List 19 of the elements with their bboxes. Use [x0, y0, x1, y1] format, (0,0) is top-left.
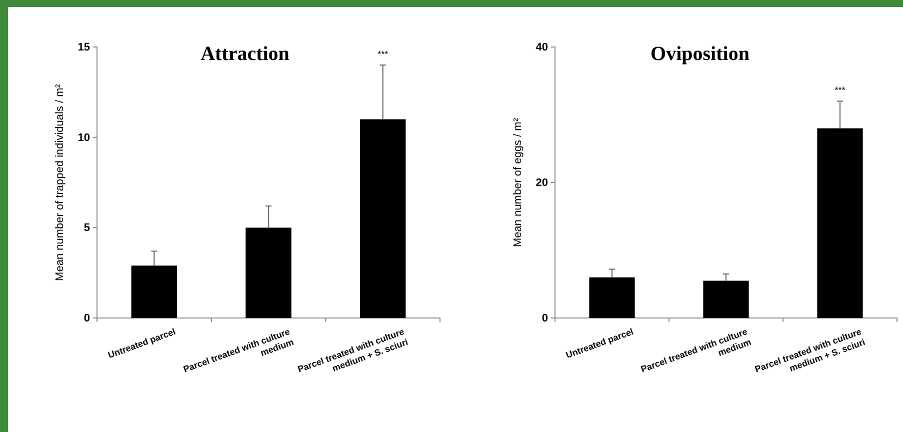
- y-tick-label: 5: [84, 222, 90, 234]
- bar: [703, 280, 749, 318]
- chart-title: Oviposition: [650, 43, 750, 65]
- bar: [817, 128, 863, 318]
- y-tick-label: 0: [84, 312, 90, 325]
- bar: [360, 119, 406, 318]
- y-tick-label: 15: [78, 42, 90, 54]
- y-axis-title: Mean number of eggs / m²: [512, 118, 524, 248]
- bar: [246, 228, 292, 318]
- y-axis-title: Mean number of trapped individuals / m²: [54, 84, 66, 281]
- chart-title: Attraction: [200, 43, 290, 65]
- annotation: ***: [378, 49, 389, 60]
- y-tick-label: 10: [78, 132, 90, 144]
- y-tick-label: 20: [536, 177, 548, 190]
- y-tick-label: 0: [542, 312, 548, 325]
- bar: [131, 266, 178, 318]
- bar: [589, 277, 635, 318]
- y-tick-label: 40: [536, 42, 548, 54]
- annotation: ***: [834, 85, 846, 96]
